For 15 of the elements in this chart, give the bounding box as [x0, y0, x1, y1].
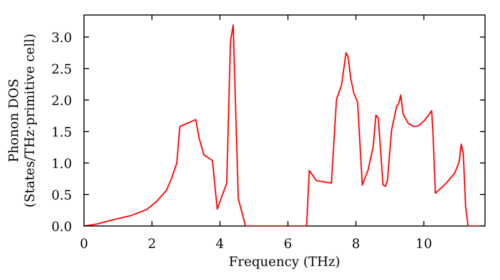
x-tick-label: 4 — [216, 237, 224, 252]
y-tick-label: 1.0 — [51, 157, 72, 172]
y-tick-label: 1.5 — [51, 126, 72, 141]
y-axis-title: Phonon DOS (States/THz·primitive cell) — [7, 33, 38, 208]
y-tick-label: 3.0 — [51, 31, 72, 46]
x-tick-label: 10 — [416, 237, 432, 252]
x-tick-label: 6 — [284, 237, 292, 252]
x-tick-label: 8 — [352, 237, 360, 252]
y-tick-label: 0.5 — [51, 188, 72, 204]
y-tick-label: 0.0 — [51, 220, 72, 235]
x-tick-label: 2 — [148, 237, 156, 252]
x-tick-label: 0 — [80, 237, 88, 252]
x-axis-title: Frequency (THz) — [228, 255, 340, 270]
y-tick-label: 2.0 — [51, 94, 72, 110]
y-tick-label: 2.5 — [51, 62, 72, 78]
